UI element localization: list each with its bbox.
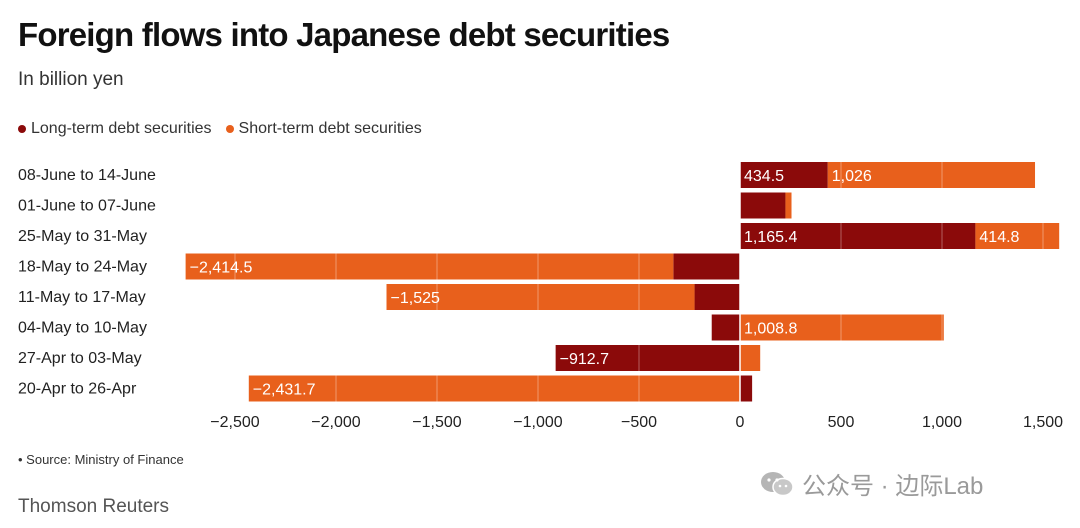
- bar-short-term: [185, 253, 674, 280]
- x-tick-label: 0: [736, 414, 745, 431]
- legend-swatch-short-term: [225, 125, 234, 133]
- x-tick-label: −1,000: [513, 414, 562, 431]
- category-label: 20-Apr to 26-Apr: [18, 381, 137, 398]
- x-tick-label: 1,000: [922, 414, 962, 431]
- bar-long-term: [740, 223, 976, 249]
- bar-short-term: [740, 345, 761, 371]
- watermark: 公众号 · 边际Lab: [760, 466, 983, 501]
- chart-subtitle: In billion yen: [18, 69, 124, 90]
- bar-long-term: [694, 284, 740, 310]
- data-label: 414.8: [979, 229, 1019, 246]
- category-label: 27-Apr to 03-May: [18, 350, 142, 367]
- x-tick-label: 500: [828, 414, 855, 431]
- x-tick-label: 1,500: [1023, 414, 1063, 431]
- category-label: 18-May to 24-May: [18, 259, 147, 276]
- wechat-icon: [761, 471, 794, 496]
- x-tick-label: −1,500: [412, 414, 461, 431]
- data-label: −2,414.5: [190, 260, 253, 277]
- bar-long-term: [555, 345, 740, 371]
- data-label: −912.7: [560, 351, 609, 368]
- bar-long-term: [673, 253, 740, 280]
- bar-chart: 08-June to 14-June 01-June to 07-June 25-M…: [18, 160, 1063, 431]
- bar-short-term: [827, 162, 1036, 188]
- data-label: 1,026: [832, 168, 872, 185]
- bar-long-term: [740, 192, 786, 219]
- category-label: 01-June to 07-June: [18, 198, 156, 215]
- x-tick-label: −500: [621, 414, 657, 431]
- bar-short-term: [975, 223, 1060, 249]
- x-tick-label: −2,500: [210, 414, 259, 431]
- source-note: • Source: Ministry of Finance: [18, 452, 184, 467]
- bar-long-term: [711, 314, 740, 341]
- legend-label-long-term: Long-term debt securities: [31, 120, 212, 137]
- legend-item-long-term: Long-term debt securities: [18, 120, 212, 138]
- legend-swatch-long-term: [18, 125, 26, 133]
- bar-long-term: [740, 162, 828, 188]
- chart-title: Foreign flows into Japanese debt securit…: [18, 16, 670, 53]
- bar-short-term: [386, 284, 695, 310]
- data-label: −2,431.7: [253, 382, 316, 399]
- bar-long-term: [740, 375, 753, 402]
- bar-short-term: [740, 314, 944, 341]
- chart-legend: Long-term debt securities Short-term deb…: [18, 120, 436, 138]
- category-label: 04-May to 10-May: [18, 320, 147, 337]
- watermark-text: 公众号 · 边际Lab: [802, 473, 984, 500]
- legend-item-short-term: Short-term debt securities: [225, 120, 422, 138]
- x-tick-label: −2,000: [311, 414, 360, 431]
- data-label: −1,525: [391, 290, 440, 307]
- bar-short-term: [785, 192, 792, 219]
- data-label: 434.5: [744, 168, 784, 185]
- legend-label-short-term: Short-term debt securities: [238, 120, 422, 137]
- category-label: 25-May to 31-May: [18, 228, 147, 245]
- bar-short-term: [248, 375, 740, 402]
- publisher-credit: Thomson Reuters: [18, 496, 170, 517]
- category-label: 11-May to 17-May: [18, 289, 146, 306]
- category-label: 08-June to 14-June: [18, 167, 156, 184]
- data-label: 1,008.8: [744, 321, 797, 338]
- data-label: 1,165.4: [744, 229, 797, 246]
